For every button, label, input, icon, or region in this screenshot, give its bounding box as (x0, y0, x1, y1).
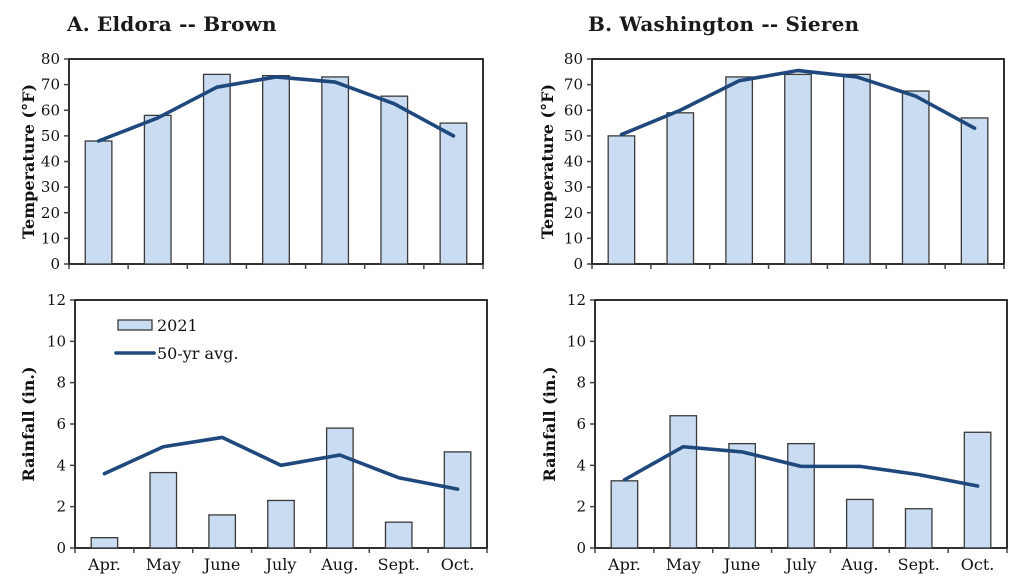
bar-Sept (384, 521, 413, 549)
y-tick-label: 80 (41, 50, 60, 68)
x-tick-label-June: June (722, 555, 761, 574)
panel-title-eldora: A. Eldora -- Brown (67, 12, 277, 36)
y-tick-label: 12 (567, 291, 586, 309)
y-tick-label: 70 (41, 76, 60, 94)
bar-July (262, 75, 290, 265)
y-tick-label: 8 (576, 374, 586, 392)
x-tick-label-July: July (784, 555, 817, 574)
x-tick-label-Sept: Sept. (898, 555, 940, 574)
y-tick-label: 8 (56, 374, 66, 392)
bar-Sept (901, 90, 930, 265)
x-tick-label-Oct: Oct. (961, 555, 995, 574)
y-tick-label: 10 (564, 229, 583, 247)
y-tick-label: 4 (56, 456, 66, 474)
x-tick-label-Aug: Aug. (320, 555, 358, 574)
y-tick-label: 40 (41, 153, 60, 171)
y-tick-label: 0 (50, 255, 60, 273)
bar-May (149, 471, 178, 549)
x-tick-label-Aug: Aug. (840, 555, 878, 574)
y-tick-label: 0 (576, 539, 586, 557)
x-tick-label-Apr: Apr. (87, 555, 121, 574)
panel-eldora-temperature: A. Eldora -- Brown 0 10 20 30 40 50 60 70 80 Temp… (0, 0, 512, 293)
y-tick-label: 60 (41, 101, 60, 119)
bar-Oct (960, 117, 989, 265)
y-tick-label: 4 (576, 456, 586, 474)
x-tick-label-July: July (264, 555, 297, 574)
x-tick-label-June: June (202, 555, 241, 574)
bar-Oct (439, 122, 468, 265)
bar-July (267, 499, 295, 549)
avg-line (622, 444, 980, 488)
rainfall-chart-washington: 0 2 4 6 8 10 12 Apr. May June July Aug. Sept. Oct. Rai… (540, 291, 1008, 574)
rainfall-chart-eldora: 0 2 4 6 8 10 12 Apr. May June July Aug. Sept. Oct. Rai… (19, 291, 488, 574)
legend-bar-label: 2021 (157, 316, 198, 335)
y-tick-label: 6 (576, 415, 586, 433)
bar-Apr (607, 135, 636, 265)
y-tick-label: 10 (567, 332, 586, 350)
bar-Aug (842, 73, 871, 265)
y-tick-label: 2 (56, 498, 66, 516)
x-tick-label-Oct: Oct. (441, 555, 475, 574)
y-tick-label: 70 (564, 76, 583, 94)
x-tick-label-Sept: Sept. (378, 555, 420, 574)
bar-Apr (90, 537, 119, 549)
y-tick-label: 10 (47, 332, 66, 350)
y-tick-label: 30 (564, 178, 583, 196)
y-tick-label: 6 (56, 415, 66, 433)
y-tick-label: 12 (47, 291, 66, 309)
legend-bar-swatch (117, 319, 153, 331)
x-tick-label-May: May (666, 555, 701, 574)
bar-Oct (963, 431, 992, 549)
y-axis-title: Rainfall (in.) (540, 366, 559, 481)
panel-washington-rainfall: 0 2 4 6 8 10 12 Apr. May June July Aug. Sept. Oct. Rai… (512, 291, 1024, 587)
bar-June (728, 442, 757, 549)
bar-Oct (443, 451, 472, 549)
bar-Aug (845, 498, 874, 549)
y-tick-label: 20 (564, 204, 583, 222)
bar-Apr (610, 480, 639, 549)
y-tick-label: 10 (41, 229, 60, 247)
y-tick-label: 2 (576, 498, 586, 516)
y-tick-label: 50 (41, 127, 60, 145)
y-tick-label: 30 (41, 178, 60, 196)
y-axis-title: Rainfall (in.) (19, 366, 38, 481)
y-tick-label: 60 (564, 101, 583, 119)
bar-July (787, 442, 815, 549)
panel-eldora-rainfall: 0 2 4 6 8 10 12 Apr. May June July Aug. Sept. Oct. Rai… (0, 291, 512, 587)
y-tick-label: 50 (564, 127, 583, 145)
y-tick-label: 0 (56, 539, 66, 557)
y-tick-label: 80 (564, 50, 583, 68)
bar-Aug (321, 76, 350, 265)
avg-line (102, 435, 460, 491)
bar-June (725, 76, 754, 265)
bar-July (784, 73, 812, 265)
legend-line-label: 50-yr avg. (157, 344, 238, 363)
bar-May (143, 114, 172, 265)
bar-June (202, 73, 231, 265)
bar-Sept (380, 95, 409, 265)
x-tick-label-Apr: Apr. (607, 555, 641, 574)
bar-Aug (325, 427, 354, 549)
y-axis-title: Temperature (°F) (19, 84, 38, 239)
temperature-chart-washington: 0 10 20 30 40 50 60 70 80 Temperature (°F) (538, 50, 1005, 273)
bar-Apr (84, 140, 113, 265)
panel-washington-temperature: B. Washington -- Sieren 0 10 20 30 40 50 60 70 8… (512, 0, 1024, 293)
bar-June (208, 514, 237, 549)
y-tick-label: 0 (573, 255, 583, 273)
x-tick-label-May: May (146, 555, 181, 574)
avg-line (619, 68, 977, 137)
y-tick-label: 40 (564, 153, 583, 171)
bar-May (669, 415, 698, 549)
y-axis-title: Temperature (°F) (538, 84, 557, 239)
bar-May (666, 112, 695, 265)
y-tick-label: 20 (41, 204, 60, 222)
panel-title-washington: B. Washington -- Sieren (588, 12, 860, 36)
bar-Sept (904, 508, 933, 549)
avg-line (96, 75, 456, 143)
